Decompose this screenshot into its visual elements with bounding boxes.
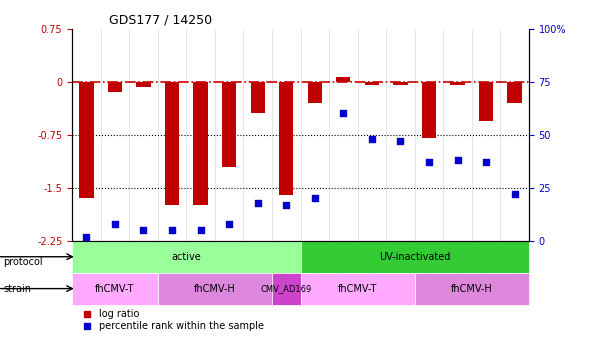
- Bar: [479, 82, 493, 121]
- Text: fhCMV-T: fhCMV-T: [95, 283, 135, 293]
- Bar: [336, 77, 350, 82]
- Bar: [450, 82, 465, 85]
- FancyBboxPatch shape: [300, 241, 529, 273]
- Text: fhCMV-H: fhCMV-H: [451, 283, 493, 293]
- Point: [253, 200, 263, 206]
- Text: UV-inactivated: UV-inactivated: [379, 252, 450, 262]
- Point: [395, 138, 405, 144]
- Bar: [507, 82, 522, 103]
- Point: [338, 111, 348, 116]
- Point: [139, 227, 148, 233]
- Bar: [79, 82, 94, 198]
- Point: [424, 160, 434, 165]
- Bar: [365, 82, 379, 85]
- Bar: [393, 82, 407, 85]
- Point: [196, 227, 206, 233]
- Point: [481, 160, 491, 165]
- Legend: log ratio, percentile rank within the sample: log ratio, percentile rank within the sa…: [77, 310, 264, 331]
- Point: [82, 234, 91, 240]
- FancyBboxPatch shape: [72, 241, 300, 273]
- Bar: [108, 82, 122, 92]
- Text: GDS177 / 14250: GDS177 / 14250: [109, 13, 212, 26]
- Bar: [279, 82, 293, 195]
- Point: [367, 136, 377, 142]
- Bar: [194, 82, 208, 205]
- Point: [224, 221, 234, 227]
- Point: [167, 227, 177, 233]
- FancyBboxPatch shape: [157, 273, 272, 305]
- Point: [281, 202, 291, 208]
- Text: CMV_AD169: CMV_AD169: [261, 284, 312, 293]
- Text: strain: strain: [3, 284, 31, 294]
- Bar: [308, 82, 322, 103]
- Bar: [422, 82, 436, 138]
- Bar: [251, 82, 265, 114]
- Point: [310, 196, 320, 201]
- Text: fhCMV-H: fhCMV-H: [194, 283, 236, 293]
- Point: [510, 191, 519, 197]
- Point: [110, 221, 120, 227]
- FancyBboxPatch shape: [300, 273, 415, 305]
- FancyBboxPatch shape: [72, 273, 157, 305]
- Bar: [222, 82, 236, 166]
- FancyBboxPatch shape: [272, 273, 300, 305]
- Bar: [136, 82, 151, 87]
- FancyBboxPatch shape: [415, 273, 529, 305]
- Bar: [165, 82, 179, 205]
- Text: active: active: [171, 252, 201, 262]
- Text: protocol: protocol: [3, 257, 43, 267]
- Text: fhCMV-T: fhCMV-T: [338, 283, 377, 293]
- Point: [453, 157, 462, 163]
